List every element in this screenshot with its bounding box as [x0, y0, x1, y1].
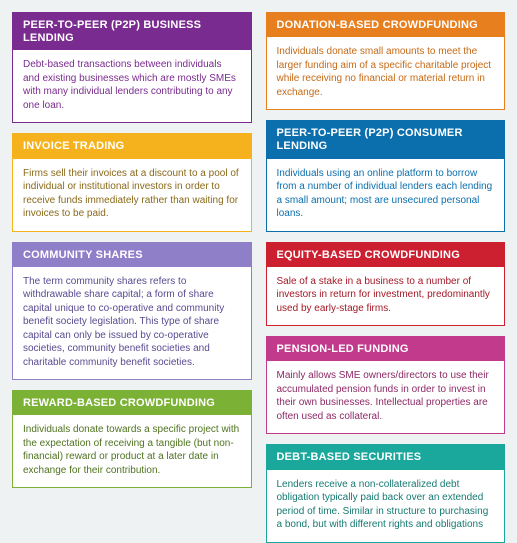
- right-column: DONATION-BASED CROWDFUNDING Individuals …: [266, 12, 506, 543]
- card-pension-led-funding: PENSION-LED FUNDING Mainly allows SME ow…: [266, 336, 506, 434]
- card-body: Individuals donate towards a specific pr…: [13, 415, 251, 487]
- card-title: COMMUNITY SHARES: [13, 243, 251, 267]
- card-body: The term community shares refers to with…: [13, 267, 251, 380]
- card-p2p-consumer-lending: PEER-TO-PEER (P2P) CONSUMER LENDING Indi…: [266, 120, 506, 231]
- card-title: DONATION-BASED CROWDFUNDING: [267, 13, 505, 37]
- card-title: PEER-TO-PEER (P2P) CONSUMER LENDING: [267, 121, 505, 158]
- card-title: EQUITY-BASED CROWDFUNDING: [267, 243, 505, 267]
- card-body: Firms sell their invoices at a discount …: [13, 159, 251, 231]
- card-body: Individuals using an online platform to …: [267, 159, 505, 231]
- card-p2p-business-lending: PEER-TO-PEER (P2P) BUSINESS LENDING Debt…: [12, 12, 252, 123]
- card-grid: PEER-TO-PEER (P2P) BUSINESS LENDING Debt…: [12, 12, 505, 543]
- card-equity-crowdfunding: EQUITY-BASED CROWDFUNDING Sale of a stak…: [266, 242, 506, 327]
- card-debt-securities: DEBT-BASED SECURITIES Lenders receive a …: [266, 444, 506, 542]
- card-title: PENSION-LED FUNDING: [267, 337, 505, 361]
- card-community-shares: COMMUNITY SHARES The term community shar…: [12, 242, 252, 381]
- card-body: Individuals donate small amounts to meet…: [267, 37, 505, 109]
- card-body: Sale of a stake in a business to a numbe…: [267, 267, 505, 326]
- card-body: Lenders receive a non-collateralized deb…: [267, 470, 505, 542]
- left-column: PEER-TO-PEER (P2P) BUSINESS LENDING Debt…: [12, 12, 252, 488]
- card-title: DEBT-BASED SECURITIES: [267, 445, 505, 469]
- card-title: INVOICE TRADING: [13, 134, 251, 158]
- card-donation-crowdfunding: DONATION-BASED CROWDFUNDING Individuals …: [266, 12, 506, 110]
- card-body: Debt-based transactions between individu…: [13, 50, 251, 122]
- card-title: REWARD-BASED CROWDFUNDING: [13, 391, 251, 415]
- card-title: PEER-TO-PEER (P2P) BUSINESS LENDING: [13, 13, 251, 50]
- card-body: Mainly allows SME owners/directors to us…: [267, 361, 505, 433]
- card-reward-crowdfunding: REWARD-BASED CROWDFUNDING Individuals do…: [12, 390, 252, 488]
- card-invoice-trading: INVOICE TRADING Firms sell their invoice…: [12, 133, 252, 231]
